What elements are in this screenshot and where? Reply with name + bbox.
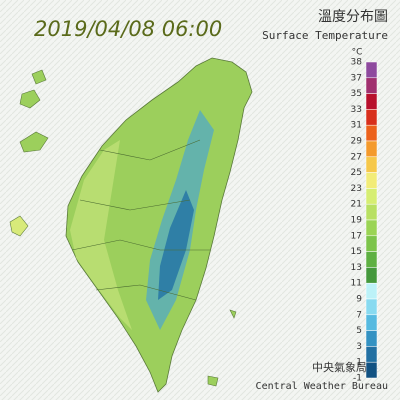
scale-label: 23	[351, 184, 362, 194]
title-en: Surface Temperature	[262, 29, 388, 42]
color-swatch	[365, 267, 378, 284]
scale-label: 1	[356, 358, 362, 368]
color-swatch	[365, 124, 378, 142]
color-swatch	[365, 172, 378, 189]
island	[229, 309, 237, 319]
color-swatch	[365, 314, 378, 331]
credit-en: Central Weather Bureau	[256, 381, 388, 392]
scale-label: 31	[351, 121, 362, 131]
color-swatch	[365, 219, 378, 237]
scale-label: 29	[351, 137, 363, 147]
color-swatch	[365, 156, 378, 173]
island	[19, 131, 49, 153]
scale-label: 5	[356, 326, 362, 336]
color-swatch	[365, 235, 378, 252]
island	[9, 215, 29, 237]
scale-label: 19	[351, 216, 363, 226]
scale-label: 33	[351, 105, 362, 115]
color-swatch	[365, 140, 378, 158]
scale-label: 21	[351, 200, 362, 210]
scale-label: 27	[351, 152, 362, 162]
high-mountains	[158, 190, 194, 300]
color-swatch	[365, 203, 378, 221]
island	[207, 375, 219, 387]
color-swatch	[365, 330, 378, 347]
color-swatch	[365, 361, 378, 379]
unit: °C	[352, 48, 363, 58]
scale-label: 13	[351, 263, 362, 273]
scale-label: 37	[351, 73, 362, 83]
scale-label: 17	[351, 231, 362, 241]
color-swatch	[365, 298, 378, 316]
scale-label: 15	[351, 247, 362, 257]
color-swatch	[365, 188, 378, 205]
island	[19, 89, 41, 109]
color-swatch	[365, 346, 378, 363]
color-swatch	[365, 251, 378, 268]
scale-label: 3	[356, 342, 362, 352]
title-zh: 溫度分布圖	[318, 9, 388, 25]
scale-label: 11	[351, 279, 362, 289]
scale-label: 38	[351, 58, 363, 68]
credit-zh: 中央氣象局製	[312, 360, 378, 374]
lowland	[70, 140, 132, 330]
scale-label: 9	[356, 295, 362, 305]
color-swatch	[365, 109, 378, 126]
color-swatch	[365, 61, 378, 79]
color-swatch	[365, 282, 378, 300]
scale-label: -1	[353, 374, 362, 384]
island	[31, 69, 47, 85]
scale-label: 7	[356, 310, 362, 320]
datetime: 2019/04/08 06:00	[34, 17, 222, 41]
color-swatch	[365, 93, 378, 110]
borders	[71, 139, 210, 301]
color-swatch	[365, 77, 378, 94]
scale-label: 25	[351, 168, 362, 178]
scale-label: 35	[351, 89, 362, 99]
